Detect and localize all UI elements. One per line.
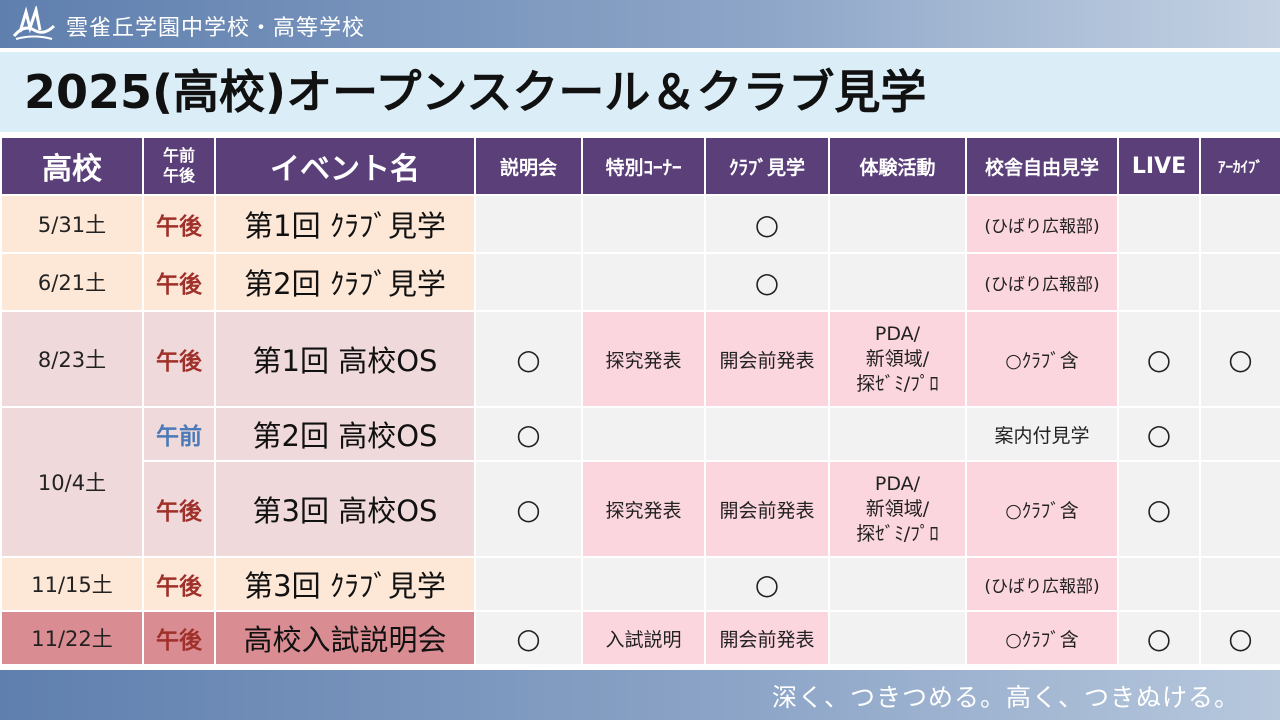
row-experience: PDA/ 新領域/ 探ｾﾞﾐ/ﾌﾟﾛ: [828, 460, 967, 558]
row-date: 8/23土: [0, 310, 144, 408]
row-club: [704, 406, 830, 462]
row-live: ○: [1117, 406, 1201, 462]
row-ampm: 午後: [142, 252, 216, 312]
row-archive: [1199, 460, 1280, 558]
row-tour: (ひばり広報部): [965, 194, 1119, 254]
row-live: [1117, 194, 1201, 254]
header-event: イベント名: [214, 136, 476, 196]
row-club: 開会前発表: [704, 460, 830, 558]
row-ampm: 午後: [142, 194, 216, 254]
row-live: [1117, 252, 1201, 312]
header-archive: ｱｰｶｲﾌﾞ: [1199, 136, 1280, 196]
row-experience: [828, 252, 967, 312]
row-date: 11/22土: [0, 610, 144, 666]
table-row: 8/23土 午後 第1回 高校OS ○ 探究発表 開会前発表 PDA/ 新領域/…: [0, 310, 1280, 408]
table-header-row: 高校 午前 午後 イベント名 説明会 特別ｺｰﾅｰ ｸﾗﾌﾞ見学 体験活動 校舎…: [0, 136, 1280, 196]
row-club: 開会前発表: [704, 610, 830, 666]
header-ampm: 午前 午後: [142, 136, 216, 196]
row-experience: [828, 556, 967, 612]
row-briefing: [474, 194, 583, 254]
row-live: [1117, 556, 1201, 612]
row-date: 10/4土: [0, 406, 144, 558]
row-experience-text: PDA/ 新領域/ 探ｾﾞﾐ/ﾌﾟﾛ: [856, 322, 939, 395]
row-special: 探究発表: [581, 460, 706, 558]
row-archive: ○: [1199, 310, 1280, 408]
row-briefing: [474, 252, 583, 312]
table-row: 午後 第3回 高校OS ○ 探究発表 開会前発表 PDA/ 新領域/ 探ｾﾞﾐ/…: [1, 460, 1280, 558]
row-event: 第2回 ｸﾗﾌﾞ見学: [214, 252, 476, 312]
row-experience: [828, 194, 967, 254]
footer-banner: 深く、つきつめる。高く、つきぬける。: [0, 670, 1280, 720]
row-briefing: [474, 556, 583, 612]
row-archive: [1199, 556, 1280, 612]
row-experience: [828, 406, 967, 462]
row-tour: ○ｸﾗﾌﾞ含: [965, 460, 1119, 558]
row-tour: ○ｸﾗﾌﾞ含: [965, 310, 1119, 408]
row-special: [581, 252, 706, 312]
table-row: 10/4土 午前 第2回 高校OS ○ 案内付見学 ○: [0, 406, 1280, 558]
row-experience-text: PDA/ 新領域/ 探ｾﾞﾐ/ﾌﾟﾛ: [856, 472, 939, 545]
row-event: 第1回 高校OS: [214, 310, 476, 408]
row-special: 探究発表: [581, 310, 706, 408]
header-experience: 体験活動: [828, 136, 967, 196]
table-row: 11/22土 午後 高校入試説明会 ○ 入試説明 開会前発表 ○ｸﾗﾌﾞ含 ○ …: [0, 610, 1280, 666]
header-ampm-text: 午前 午後: [162, 146, 195, 185]
row-date: 11/15土: [0, 556, 144, 612]
row-date: 6/21土: [0, 252, 144, 312]
row-club: ○: [704, 194, 830, 254]
row-event: 第3回 ｸﾗﾌﾞ見学: [214, 556, 476, 612]
row-live: ○: [1117, 460, 1201, 558]
schedule-table: 高校 午前 午後 イベント名 説明会 特別ｺｰﾅｰ ｸﾗﾌﾞ見学 体験活動 校舎…: [0, 136, 1280, 666]
row-briefing: ○: [474, 310, 583, 408]
header-club-visit: ｸﾗﾌﾞ見学: [704, 136, 830, 196]
row-tour: (ひばり広報部): [965, 556, 1119, 612]
page-title: 2025(高校)オープンスクール＆クラブ見学: [24, 65, 927, 119]
header-special-corner: 特別ｺｰﾅｰ: [581, 136, 706, 196]
row-club: ○: [704, 252, 830, 312]
school-name: 雲雀丘学園中学校・高等学校: [66, 16, 366, 41]
school-slogan: 深く、つきつめる。高く、つきぬける。: [771, 683, 1240, 712]
row-ampm: 午後: [142, 310, 216, 408]
row-archive: [1199, 406, 1280, 462]
row-archive: [1199, 194, 1280, 254]
row-experience: [828, 610, 967, 666]
row-briefing: ○: [474, 406, 583, 462]
row-special: [581, 406, 706, 462]
header-live: LIVE: [1117, 136, 1201, 196]
row-experience: PDA/ 新領域/ 探ｾﾞﾐ/ﾌﾟﾛ: [828, 310, 967, 408]
row-ampm: 午後: [142, 556, 216, 612]
row-special: [581, 556, 706, 612]
row-special: [581, 194, 706, 254]
row-tour: (ひばり広報部): [965, 252, 1119, 312]
row-date: 5/31土: [0, 194, 144, 254]
row-special: 入試説明: [581, 610, 706, 666]
row-briefing: ○: [474, 460, 583, 558]
row-ampm: 午後: [142, 610, 216, 666]
row-live: ○: [1117, 310, 1201, 408]
row-event: 第2回 高校OS: [214, 406, 476, 462]
row-archive: [1199, 252, 1280, 312]
row-club: 開会前発表: [704, 310, 830, 408]
table-row: 11/15土 午後 第3回 ｸﾗﾌﾞ見学 ○ (ひばり広報部): [0, 556, 1280, 612]
school-logo-icon: [12, 6, 56, 40]
header-free-tour: 校舎自由見学: [965, 136, 1119, 196]
row-event: 第3回 高校OS: [214, 460, 476, 558]
row-event: 高校入試説明会: [214, 610, 476, 666]
row-club: ○: [704, 556, 830, 612]
row-event: 第1回 ｸﾗﾌﾞ見学: [214, 194, 476, 254]
row-live: ○: [1117, 610, 1201, 666]
table-row: 6/21土 午後 第2回 ｸﾗﾌﾞ見学 ○ (ひばり広報部): [0, 252, 1280, 312]
top-banner: 雲雀丘学園中学校・高等学校: [0, 0, 1280, 48]
table-row: 5/31土 午後 第1回 ｸﾗﾌﾞ見学 ○ (ひばり広報部): [0, 194, 1280, 254]
row-tour: 案内付見学: [965, 406, 1119, 462]
title-band: [0, 52, 1280, 132]
header-date: 高校: [0, 136, 144, 196]
row-briefing: ○: [474, 610, 583, 666]
row-archive: ○: [1199, 610, 1280, 666]
row-ampm: 午前: [142, 406, 216, 462]
row-ampm: 午後: [142, 460, 216, 558]
header-briefing: 説明会: [474, 136, 583, 196]
row-tour: ○ｸﾗﾌﾞ含: [965, 610, 1119, 666]
